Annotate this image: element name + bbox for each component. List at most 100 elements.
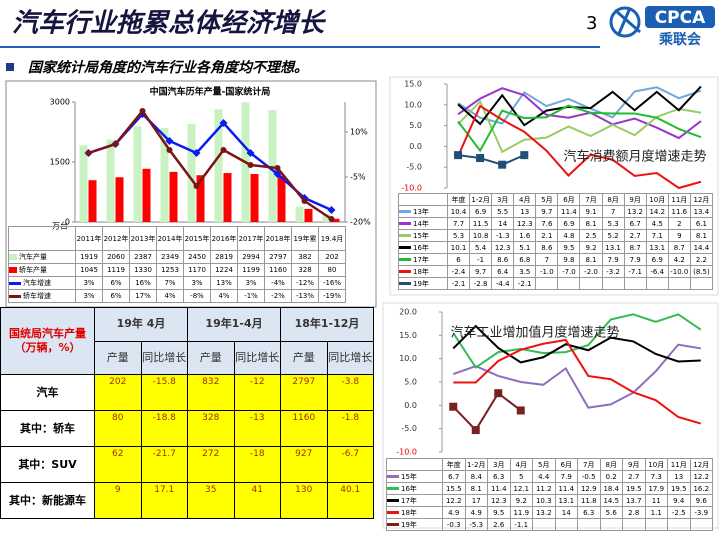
y-tick-label: -10.0 xyxy=(396,448,417,457)
header-row: 2011年 2012年 2013年 2014年 2015年 2016年 2017年 2018年… xyxy=(8,226,346,251)
line-marker xyxy=(246,149,255,157)
data-row: 19年 -2.1 -2.8 -4.4 -2.1 xyxy=(398,277,713,290)
legend-entry: 16年 xyxy=(386,482,443,495)
line-series xyxy=(452,391,522,432)
table-cell: 202 xyxy=(94,374,142,411)
data-row: 19年 -0.3 -5.3 2.6 -1.1 xyxy=(386,518,713,531)
bar xyxy=(115,177,124,222)
data-cell: 13 xyxy=(667,470,691,483)
legend-label: 18年 xyxy=(413,267,429,276)
data-cell: 5.6 xyxy=(599,506,623,519)
y-tick-label: -5.0 xyxy=(406,163,422,172)
line-series xyxy=(457,99,702,154)
data-table: 2011年 2012年 2013年 2014年 2015年 2016年 2017年 2018年… xyxy=(8,226,346,303)
data-cell: 2994 xyxy=(237,250,265,264)
page-number: 3 xyxy=(586,13,597,34)
data-cell: 5.1 xyxy=(513,241,537,254)
data-cell: 1253 xyxy=(156,263,184,277)
data-table: 年度 1-2月 3月 4月 5月 6月 7月 8月 9月 10月 11月 12月 15年 6.7 8.4 6.… xyxy=(386,458,713,531)
legend-label: 汽车产量 xyxy=(19,253,47,261)
data-cell: 11.5 xyxy=(469,217,493,230)
group-header: 19年 4月 xyxy=(93,307,189,342)
data-cell: 11.9 xyxy=(509,506,533,519)
data-cell: -2.5 xyxy=(667,506,691,519)
header-row: 年度 1-2月 3月 4月 5月 6月 7月 8月 9月 10月 11月 12月 xyxy=(386,458,713,471)
table-cell: 272 xyxy=(187,446,235,483)
data-cell: 14.5 xyxy=(599,494,623,507)
row-label: 其中：轿车 xyxy=(0,410,95,447)
y-tick-label: 5.0 xyxy=(404,378,417,387)
data-cell: 6.7 xyxy=(442,470,466,483)
table-cell: 40.1 xyxy=(326,482,375,519)
table-cell: 2797 xyxy=(280,374,328,411)
data-cell: 8.1 xyxy=(464,482,488,495)
data-cell: 10.1 xyxy=(446,241,471,254)
y-axis-label: 万台 xyxy=(52,221,68,231)
data-cell: 6.3 xyxy=(577,506,601,519)
line-series xyxy=(453,338,702,425)
data-cell: 19.5 xyxy=(622,482,646,495)
data-cell: 7 xyxy=(601,205,625,218)
data-cell: 9.5 xyxy=(557,241,581,254)
table-cell: 80 xyxy=(94,410,142,447)
data-cell: 8.1 xyxy=(579,217,603,230)
legend-entry: 19年 xyxy=(398,277,448,290)
data-cell: -2% xyxy=(264,289,292,303)
line-marker xyxy=(192,149,201,157)
data-cell: 12.1 xyxy=(509,482,533,495)
data-cell: 1045 xyxy=(75,263,103,277)
x-tick-label: 4月 xyxy=(513,193,537,206)
data-cell: 5.3 xyxy=(446,229,471,242)
data-cell: 3% xyxy=(75,276,103,290)
data-cell: 13.4 xyxy=(689,205,713,218)
x-tick-label: 2013年 xyxy=(129,226,157,251)
data-cell: 10.3 xyxy=(532,494,556,507)
bar xyxy=(214,109,223,222)
table-cell: -21.7 xyxy=(140,446,189,483)
legend-label: 16年 xyxy=(401,484,417,493)
data-cell: 9.1 xyxy=(579,205,603,218)
table-row: 汽车 202 -15.8 832 -12 2797 -3.8 xyxy=(0,374,375,411)
line-marker xyxy=(516,406,525,415)
legend-entry: 17年 xyxy=(386,494,443,507)
bar xyxy=(160,128,169,222)
data-cell: 4.5 xyxy=(645,217,669,230)
data-cell: 80 xyxy=(318,263,346,277)
data-cell: 4% xyxy=(210,289,238,303)
data-cell: -3.9 xyxy=(689,506,713,519)
data-cell: 6.7 xyxy=(623,217,647,230)
bar xyxy=(295,206,304,222)
data-cell: 1199 xyxy=(237,263,265,277)
data-cell: -2.4 xyxy=(446,265,471,278)
data-cell: 6.4 xyxy=(491,265,515,278)
data-cell: -3.2 xyxy=(601,265,625,278)
line-marker xyxy=(166,147,173,153)
data-table: 年度 1-2月 3月 4月 5月 6月 7月 8月 9月 10月 11月 12月 13年 10.4 6.9 5… xyxy=(398,193,713,290)
bar xyxy=(187,124,196,222)
data-cell: -7.0 xyxy=(557,265,581,278)
data-cell: 11.4 xyxy=(487,482,511,495)
y-tick-label: 20.0 xyxy=(399,308,417,317)
x-tick-label: 年度 xyxy=(442,458,466,471)
legend-swatch xyxy=(9,281,21,285)
line-marker xyxy=(139,108,146,114)
data-cell: 7.1 xyxy=(645,229,669,242)
data-cell: 5.4 xyxy=(469,241,493,254)
line-marker xyxy=(301,198,308,204)
data-row: 18年 4.9 4.9 9.5 11.9 13.2 14 6.3 5.6 2.8 1.1 -2.5 -3… xyxy=(386,506,713,519)
data-cell: 13.2 xyxy=(623,205,647,218)
data-cell: 7% xyxy=(156,276,184,290)
x-tick-label: 7月 xyxy=(577,458,601,471)
data-row: 15年 5.3 10.8 -1.3 1.6 2.1 4.8 2.5 5.2 2.7 7.1 9 8.1 xyxy=(398,229,713,242)
legend-swatch xyxy=(399,222,411,225)
data-cell: 9.6 xyxy=(689,494,713,507)
data-cell: 7 xyxy=(535,253,559,266)
y2-tick-label: 10% xyxy=(350,128,368,137)
x-tick-label: 3月 xyxy=(491,193,515,206)
line-marker xyxy=(274,165,281,171)
data-cell: -1.3 xyxy=(491,229,515,242)
data-cell: -12% xyxy=(291,276,319,290)
data-cell: -2.1 xyxy=(513,277,537,290)
data-cell: -1.1 xyxy=(509,518,533,531)
bar xyxy=(196,175,205,222)
